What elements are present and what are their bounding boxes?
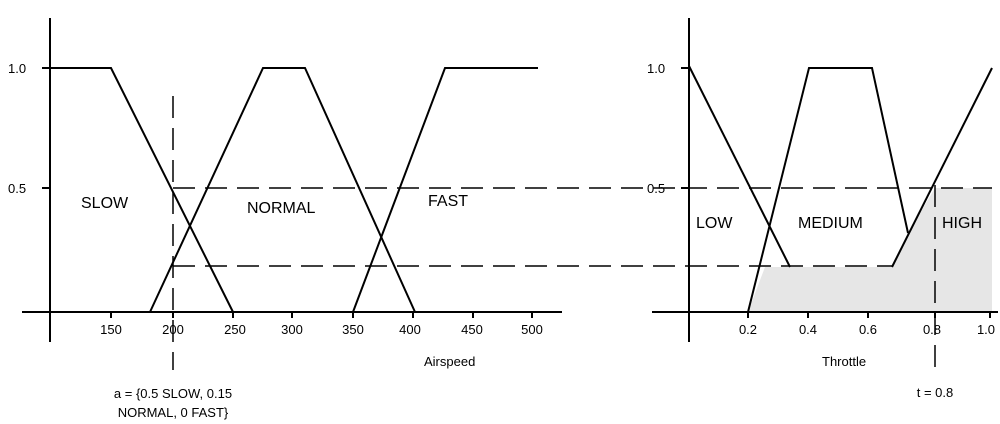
airspeed-axis-label: Airspeed [424, 354, 475, 369]
throttle-chart: 1.0 0.5 0.2 0.4 0.6 0.8 1.0 LOW MEDIUM H… [647, 18, 998, 400]
aggregated-output-area [748, 188, 992, 312]
slow-set-label: SLOW [81, 195, 129, 212]
low-membership-curve [688, 65, 791, 268]
airspeed-y-tick-label: 1.0 [8, 61, 26, 76]
medium-set-label: MEDIUM [798, 215, 863, 232]
airspeed-y-tick-label: 0.5 [8, 181, 26, 196]
fast-set-label: FAST [428, 193, 468, 210]
high-membership-curve [891, 67, 993, 268]
airspeed-x-tick-label: 150 [100, 322, 122, 337]
high-set-label: HIGH [942, 215, 982, 232]
low-set-label: LOW [696, 215, 733, 232]
fast-membership-curve [352, 67, 538, 313]
normal-membership-curve [149, 67, 416, 313]
airspeed-x-tick-label: 450 [461, 322, 483, 337]
airspeed-chart: 1.0 0.5 150 200 250 300 350 400 450 500 … [8, 18, 562, 420]
slow-membership-curve [50, 67, 234, 313]
airspeed-x-tick-label: 400 [399, 322, 421, 337]
defuzzified-output-annotation: t = 0.8 [917, 385, 954, 400]
throttle-x-tick-label: 0.8 [923, 322, 941, 337]
throttle-y-tick-label: 1.0 [647, 61, 665, 76]
airspeed-x-tick-label: 350 [342, 322, 364, 337]
airspeed-x-tick-label: 250 [224, 322, 246, 337]
throttle-x-tick-label: 0.4 [799, 322, 817, 337]
fuzzified-input-annotation: a = {0.5 SLOW, 0.15 [114, 386, 232, 401]
throttle-x-tick-label: 0.6 [859, 322, 877, 337]
fuzzified-input-annotation: NORMAL, 0 FAST} [118, 405, 229, 420]
airspeed-x-tick-label: 300 [281, 322, 303, 337]
throttle-x-tick-label: 0.2 [739, 322, 757, 337]
medium-membership-curve [747, 67, 909, 313]
throttle-axis-label: Throttle [822, 354, 866, 369]
throttle-x-tick-label: 1.0 [977, 322, 995, 337]
airspeed-x-tick-label: 500 [521, 322, 543, 337]
throttle-y-tick-label: 0.5 [647, 181, 665, 196]
normal-set-label: NORMAL [247, 200, 316, 217]
